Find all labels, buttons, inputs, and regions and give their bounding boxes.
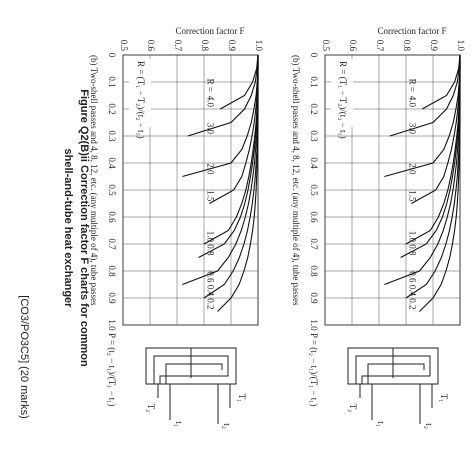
figure-caption: shell-and-tube heat exchanger: [62, 149, 74, 309]
y-tick-label: 0.9: [429, 40, 439, 52]
chart: 0 0.1 0.2 0.3 0.4 0.5 0.6 0.7 0.8 0.9 1.0 0.5 0.6 0.7…: [291, 40, 466, 407]
marks: [CO3/PO3C5] (20 marks): [18, 295, 30, 418]
r-label: R =: [205, 79, 215, 92]
y-tick-label: 0.8: [200, 40, 210, 52]
exchanger-diagram: [145, 347, 237, 424]
series-label: 1.0: [205, 231, 215, 243]
y-tick-label: 0.5: [119, 40, 129, 52]
diagram-label: t₂: [424, 423, 434, 429]
series-label: 3.0: [407, 123, 417, 135]
x-tick-label: 0: [309, 53, 319, 58]
tube: [355, 355, 431, 384]
tube: [367, 363, 425, 384]
x-tick-label: 0.7: [309, 238, 319, 250]
y-tick-label: 0.6: [348, 40, 358, 52]
curve: [182, 55, 259, 286]
x-tick-label: 0.4: [107, 157, 117, 169]
diagram-label: T₂: [146, 404, 156, 413]
series-label: 3.0: [205, 123, 215, 135]
x-tick-label: 0.6: [107, 211, 117, 223]
curve: [389, 54, 461, 137]
r-formula: R = (T₁ − T₂)/(t₂ − t₁): [136, 61, 146, 139]
nozzle: [359, 384, 433, 424]
chart-caption: (b) Two-shell passes and 4, 8, 12, etc. …: [291, 55, 301, 306]
series-label: 0.6: [407, 271, 417, 283]
x-tick-label: 0.9: [107, 292, 117, 304]
x-tick-label: 0.2: [309, 103, 319, 114]
curve: [209, 55, 259, 204]
x-tick-label: 0.7: [107, 238, 117, 250]
tube: [153, 355, 229, 384]
y-tick-label: 0.7: [375, 40, 385, 52]
x-tick-label: 0.4: [309, 157, 319, 169]
r-formula-box: [331, 59, 353, 127]
x-tick-label: 0.8: [107, 265, 117, 277]
x-tick-label: 0.5: [107, 184, 117, 196]
r-label: R =: [407, 79, 417, 92]
y-tick-label: 0.5: [321, 40, 331, 52]
nozzle: [157, 384, 231, 424]
y-tick-label: 0.8: [402, 40, 412, 52]
y-tick-label: 0.7: [173, 40, 183, 52]
x-tick-label: 0.1: [107, 76, 117, 87]
y-tick-label: 0.6: [146, 40, 156, 52]
y-axis-label: Correction factor F: [176, 26, 245, 36]
series-label: 1.5: [205, 190, 215, 202]
r-formula: R = (T₁ − T₂)/(t₂ − t₁): [338, 61, 348, 139]
chart: 0 0.1 0.2 0.3 0.4 0.5 0.6 0.7 0.8 0.9 1.0 0.5 0.6 0.7…: [89, 40, 264, 407]
series-label: 2.0: [205, 163, 215, 175]
series-label: 1.5: [407, 190, 417, 202]
x-tick-label: 0.3: [309, 130, 319, 142]
series-label: 1.0: [407, 231, 417, 243]
curve: [411, 55, 461, 204]
x-tick-label: 0.5: [309, 184, 319, 196]
x-tick-label: 0.1: [309, 76, 319, 87]
diagram-label: t₁: [174, 421, 184, 427]
series-label: 0.8: [407, 244, 417, 256]
chart-caption: (b) Two-shell passes and 4, 8, 12, etc. …: [89, 55, 99, 306]
x-tick-label: 1.0: [309, 319, 319, 331]
series-label: 2.0: [407, 163, 417, 175]
series-label: 0.2: [205, 298, 215, 309]
x-tick-label: 0: [107, 53, 117, 58]
x-axis-label: P = (t₂ − t₁)/(T₁ − t₁): [309, 333, 319, 406]
y-tick-label: 0.9: [227, 40, 237, 52]
y-axis-label: Correction factor F: [378, 26, 447, 36]
y-tick-label: 1.0: [456, 40, 466, 52]
series-label: 4.0: [205, 96, 215, 108]
figure-caption: Figure Q2(B)ii Correction factor F chart…: [78, 89, 90, 367]
y-tick-label: 1.0: [254, 40, 264, 52]
series-label: 0.8: [205, 244, 215, 256]
x-tick-label: 0.3: [107, 130, 117, 142]
diagram-label: T₂: [348, 404, 358, 413]
curve: [187, 54, 259, 137]
diagram-label: t₁: [376, 421, 386, 427]
series-label: 4.0: [407, 96, 417, 108]
curve: [217, 55, 259, 312]
exchanger-diagram: [347, 347, 439, 424]
diagram-label: T₁: [439, 394, 449, 403]
x-tick-label: 0.6: [309, 211, 319, 223]
x-tick-label: 1.0: [107, 319, 117, 331]
diagram-label: T₁: [237, 394, 247, 403]
diagram-label: t₂: [222, 423, 232, 429]
x-tick-label: 0.9: [309, 292, 319, 304]
x-tick-label: 0.8: [309, 265, 319, 277]
x-tick-label: 0.2: [107, 103, 117, 114]
series-label: 0.4: [205, 285, 215, 297]
r-formula-box: [129, 59, 151, 127]
curve: [384, 55, 461, 286]
curve: [419, 55, 461, 312]
tube: [165, 363, 223, 384]
series-label: 0.2: [407, 298, 417, 309]
series-label: 0.6: [205, 271, 215, 283]
x-axis-label: P = (t₂ − t₁)/(T₁ − t₁): [107, 333, 117, 406]
series-label: 0.4: [407, 285, 417, 297]
